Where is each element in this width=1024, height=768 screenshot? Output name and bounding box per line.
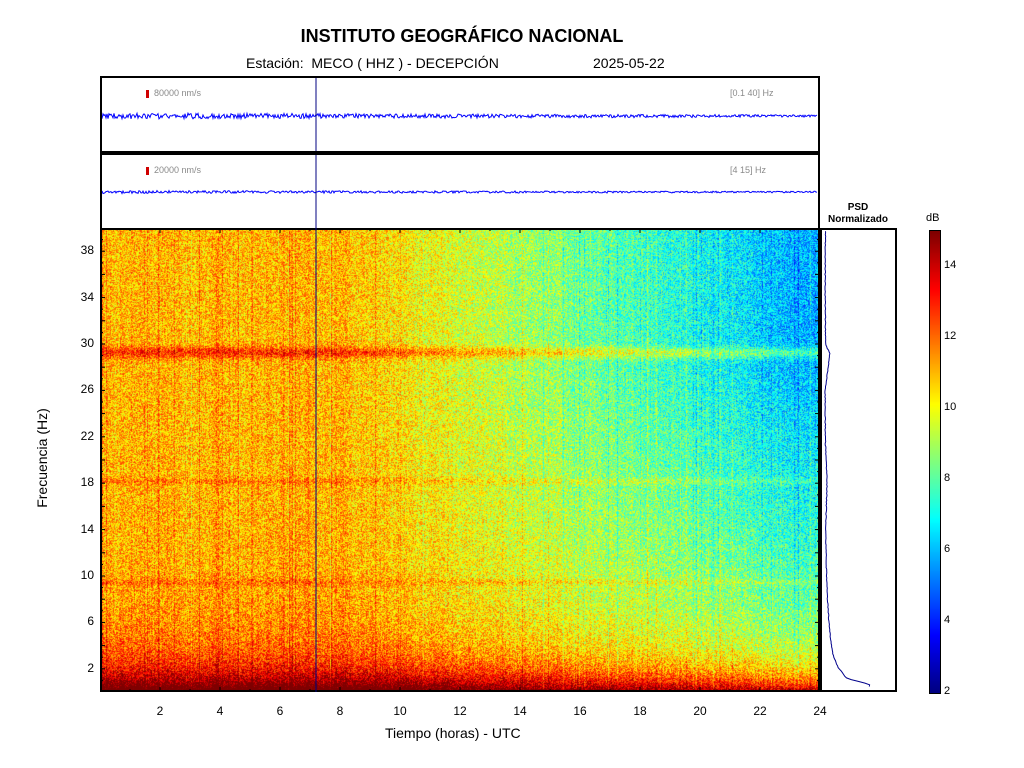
colorbar-tick-label: 6 <box>944 542 951 555</box>
trace-panel-filtered: 20000 nm/s [4 15] Hz <box>100 153 820 230</box>
spectrogram-axes <box>100 228 820 692</box>
y-tick-label: 22 <box>80 428 94 443</box>
psd-title-line2: Normalizado <box>827 214 888 225</box>
spectrogram-panel <box>100 228 820 692</box>
colorbar-tick-label: 14 <box>944 258 957 271</box>
x-tick-label: 16 <box>573 704 587 718</box>
x-tick-label: 20 <box>693 704 707 718</box>
page-title: INSTITUTO GEOGRÁFICO NACIONAL <box>300 26 624 46</box>
y-tick-label: 10 <box>80 568 94 582</box>
station-label: Estación: MECO ( HHZ ) - DECEPCIÓN <box>246 55 499 71</box>
x-tick-label: 10 <box>393 704 407 718</box>
y-tick-label: 30 <box>80 336 94 350</box>
x-tick-label: 2 <box>156 704 164 718</box>
y-axis-label: Frecuencia (Hz) <box>34 408 50 508</box>
x-tick-label: 14 <box>513 704 527 718</box>
scale-marker-icon <box>146 90 149 98</box>
y-tick-label: 6 <box>87 614 94 629</box>
x-tick-label: 18 <box>633 704 647 718</box>
trace-scale-label: 20000 nm/s <box>154 165 202 175</box>
trace-band-label: [0.1 40] Hz <box>730 88 774 98</box>
seismogram-trace-filtered <box>102 155 817 228</box>
x-tick-label: 22 <box>753 704 767 718</box>
y-tick-label: 14 <box>80 521 94 536</box>
x-tick-label: 24 <box>813 704 827 718</box>
date-label: 2025-05-22 <box>593 55 665 71</box>
trace-panel-broadband: 80000 nm/s [0.1 40] Hz <box>100 76 820 153</box>
colorbar-tick-label: 8 <box>944 471 951 484</box>
y-tick-label: 26 <box>80 382 94 397</box>
y-tick-label: 2 <box>87 660 94 675</box>
trace-scale-label: 80000 nm/s <box>154 88 202 98</box>
psd-title: PSD Normalizado <box>818 202 898 226</box>
psd-curve <box>824 231 871 687</box>
x-axis-label: Tiempo (horas) - UTC <box>385 725 521 741</box>
x-tick-label: 12 <box>453 704 467 718</box>
psd-title-line1: PSD <box>847 202 869 213</box>
x-tick-label: 8 <box>336 704 344 718</box>
trace-band-label: [4 15] Hz <box>730 165 767 175</box>
y-tick-label: 18 <box>80 475 94 490</box>
colorbar-unit: dB <box>926 212 940 224</box>
colorbar <box>929 230 941 694</box>
scale-marker-icon <box>146 167 149 175</box>
seismogram-trace-broadband <box>102 78 818 151</box>
y-tick-label: 38 <box>80 243 94 258</box>
psd-panel <box>820 228 897 692</box>
spectrogram-heatmap <box>100 228 820 692</box>
colorbar-tick-label: 2 <box>944 685 951 697</box>
x-tick-label: 4 <box>216 704 224 718</box>
colorbar-tick-label: 12 <box>944 329 957 342</box>
x-tick-label: 6 <box>276 704 284 718</box>
y-tick-label: 34 <box>80 289 94 304</box>
colorbar-tick-label: 4 <box>944 613 951 626</box>
colorbar-tick-label: 10 <box>944 400 957 413</box>
